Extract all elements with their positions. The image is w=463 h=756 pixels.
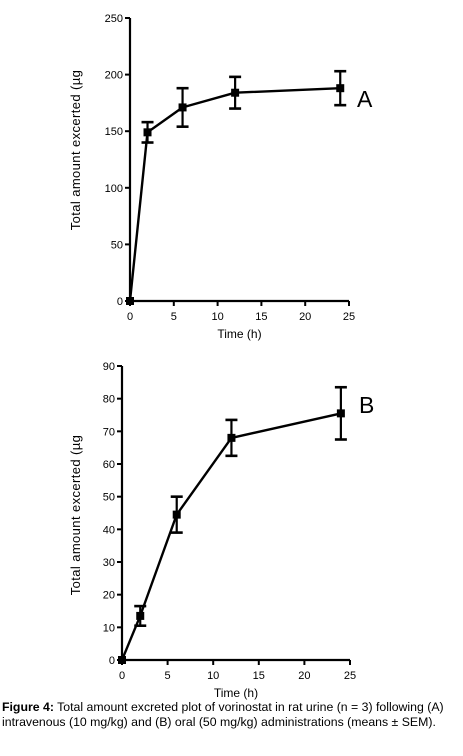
chart-b-y-tick-label: 90: [103, 361, 115, 373]
chart-b-y-tick-label: 70: [103, 426, 115, 438]
chart-b-data-point: [136, 611, 145, 620]
chart-a-x-axis-title: Time (h): [217, 327, 261, 341]
chart-a-y-tick-label: 200: [105, 70, 123, 82]
chart-b-data-point: [118, 656, 126, 664]
chart-b-y-tick-label: 30: [103, 557, 115, 569]
chart-b-y-tick-label: 60: [103, 459, 115, 471]
chart-a-y-axis-title: Total amount excerted (µg: [68, 70, 83, 231]
chart-a-x-tick-label: 5: [171, 311, 177, 323]
chart-a-x-tick-label: 25: [343, 311, 355, 323]
chart-b-data-point: [172, 510, 181, 519]
chart-b-data-point: [227, 433, 236, 442]
chart-a-data-point: [178, 103, 187, 112]
chart-panel-b: 0 10 20 30 40 50 60 70 80 90 0 5 10 15 20 25 Time (h) Tot…: [68, 361, 374, 700]
chart-a-data-point: [143, 128, 152, 137]
chart-a-series-line: [128, 87, 341, 302]
caption-lead: Figure 4:: [2, 700, 54, 714]
figure-caption: Figure 4: Total amount excreted plot of …: [2, 700, 457, 730]
chart-b-y-tick-label: 40: [103, 524, 115, 536]
chart-b-x-tick-label: 25: [344, 670, 356, 682]
chart-a-x-tick-label: 0: [127, 311, 133, 323]
chart-b-panel-label: B: [359, 392, 374, 418]
chart-b-x-axis-title: Time (h): [214, 686, 258, 700]
chart-a-y-tick-label: 150: [105, 126, 123, 138]
chart-a-data-point: [336, 84, 345, 93]
chart-a-y-tick-label: 50: [111, 239, 123, 251]
chart-a-data-point: [126, 297, 134, 305]
caption-text: Total amount excreted plot of vorinostat…: [2, 700, 444, 729]
chart-b-x-tick-label: 15: [253, 670, 265, 682]
chart-b-x-tick-label: 0: [119, 670, 125, 682]
chart-b-y-axis-title: Total amount excerted (µg: [68, 435, 83, 596]
chart-a-x-tick-label: 20: [299, 311, 311, 323]
chart-b-y-tick-label: 0: [109, 655, 115, 667]
chart-a-y-tick-label: 0: [117, 296, 123, 308]
chart-b-y-tick-label: 80: [103, 394, 115, 406]
chart-b-x-tick-label: 20: [298, 670, 310, 682]
chart-panel-a: 0 50 100 150 200 250 0 5 10 15 20 25 Time (h) Total a…: [68, 13, 373, 341]
chart-a-x-tick-label: 15: [255, 311, 267, 323]
chart-b-y-tick-label: 20: [103, 590, 115, 602]
chart-a-panel-label: A: [357, 86, 373, 112]
chart-b-data-point: [336, 409, 345, 418]
chart-a-data-point: [231, 88, 240, 97]
chart-a-y-tick-label: 250: [105, 13, 123, 25]
chart-a-x-tick-label: 10: [211, 311, 223, 323]
chart-b-x-tick-label: 10: [207, 670, 219, 682]
chart-b-y-tick-label: 10: [103, 622, 115, 634]
chart-b-x-tick-label: 5: [165, 670, 171, 682]
chart-b-y-tick-label: 50: [103, 492, 115, 504]
chart-a-y-tick-label: 100: [105, 183, 123, 195]
